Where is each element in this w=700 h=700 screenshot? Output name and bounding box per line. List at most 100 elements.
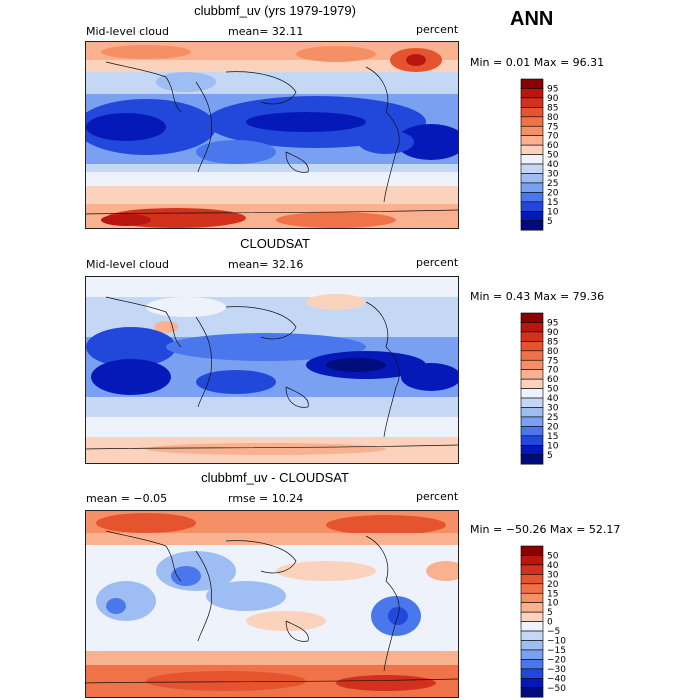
colorbar-tick-label: 5: [547, 451, 553, 461]
colorbar-swatch: [520, 659, 544, 670]
colorbar-swatch: [520, 369, 544, 380]
colorbar-swatch: [520, 407, 544, 418]
colorbar-tick-label: 70: [547, 366, 559, 376]
season-label: ANN: [510, 8, 554, 30]
colorbar-swatch: [520, 640, 544, 651]
colorbar-swatch: [520, 574, 544, 585]
colorbar-tick-label: −50: [547, 684, 566, 694]
colorbar-tick-label: 25: [547, 413, 558, 423]
panel2-variable-label: Mid-level cloud: [86, 258, 169, 271]
colorbar-tick-label: 95: [547, 318, 558, 328]
panel2-title: CLOUDSAT: [240, 236, 310, 251]
panel2-colorbar: 95 90 85 80 75 70 60 50 40 30 25 20 15 10 5: [520, 312, 591, 466]
colorbar-swatch: [520, 97, 544, 108]
colorbar-tick-label: 50: [547, 385, 559, 395]
colorbar-tick-label: 85: [547, 103, 558, 113]
colorbar-tick-label: −15: [547, 646, 566, 656]
colorbar-tick-label: 90: [547, 328, 559, 338]
panel3-colorbar: 50 40 30 20 15 10 5 0 −5 −10 −15 −20 −30 −40 −50: [520, 545, 591, 699]
colorbar-tick-label: 40: [547, 160, 559, 170]
colorbar-tick-label: 70: [547, 132, 559, 142]
colorbar-tick-label: 40: [547, 394, 559, 404]
colorbar-swatch: [520, 416, 544, 427]
colorbar-tick-label: −20: [547, 655, 566, 665]
colorbar-swatch: [520, 564, 544, 575]
colorbar-tick-label: 20: [547, 188, 559, 198]
colorbar-swatch: [520, 220, 544, 231]
panel3-mean-label: mean = −0.05: [86, 492, 168, 505]
panel3-units-label: percent: [416, 490, 459, 503]
colorbar-swatch: [520, 435, 544, 446]
colorbar-tick-label: 40: [547, 561, 559, 571]
colorbar-swatch: [520, 182, 544, 193]
colorbar-tick-label: 15: [547, 198, 558, 208]
colorbar-swatch: [520, 88, 544, 99]
colorbar-tick-label: −40: [547, 674, 566, 684]
colorbar-tick-label: 60: [547, 375, 559, 385]
colorbar-tick-label: −10: [547, 637, 566, 647]
colorbar-swatch: [520, 341, 544, 352]
panel1-map: [85, 41, 459, 229]
colorbar-swatch: [520, 397, 544, 408]
colorbar-tick-label: 50: [547, 551, 559, 561]
colorbar-swatch: [520, 173, 544, 184]
colorbar-tick-label: 0: [547, 618, 553, 628]
panel2-map: [85, 276, 459, 464]
panel3-minmax: Min = −50.26 Max = 52.17: [470, 523, 621, 536]
colorbar-swatch: [520, 592, 544, 603]
panel1-colorbar: 95 90 85 80 75 70 60 50 40 30 25 20 15 10 5: [520, 78, 591, 232]
panel1-units-label: percent: [416, 23, 459, 36]
colorbar-swatch: [520, 630, 544, 641]
colorbar-swatch: [520, 154, 544, 165]
colorbar-swatch: [520, 322, 544, 333]
colorbar-swatch: [520, 678, 544, 689]
colorbar-swatch: [520, 649, 544, 660]
panel3-title: clubbmf_uv - CLOUDSAT: [201, 470, 349, 485]
panel1-title: clubbmf_uv (yrs 1979-1979): [194, 3, 356, 18]
colorbar-swatch: [520, 350, 544, 361]
panel2-minmax: Min = 0.43 Max = 79.36: [470, 290, 605, 303]
colorbar-swatch: [520, 602, 544, 613]
colorbar-tick-label: 10: [547, 207, 559, 217]
colorbar-tick-label: 90: [547, 94, 559, 104]
colorbar-tick-label: 80: [547, 113, 559, 123]
colorbar-tick-label: 75: [547, 356, 558, 366]
colorbar-swatch: [520, 125, 544, 136]
colorbar-tick-label: 5: [547, 608, 553, 618]
colorbar-tick-label: 25: [547, 179, 558, 189]
colorbar-tick-label: 15: [547, 432, 558, 442]
panel3-map: [85, 510, 459, 698]
colorbar-swatch: [520, 359, 544, 370]
panel3-field: [86, 511, 458, 697]
colorbar-swatch: [520, 107, 544, 118]
colorbar-swatch: [520, 687, 544, 698]
colorbar-tick-label: 50: [547, 151, 559, 161]
colorbar-tick-label: 20: [547, 580, 559, 590]
colorbar-tick-label: 75: [547, 122, 558, 132]
colorbar-tick-label: 10: [547, 599, 559, 609]
colorbar-swatch: [520, 426, 544, 437]
colorbar-swatch: [520, 378, 544, 389]
panel1-minmax: Min = 0.01 Max = 96.31: [470, 56, 605, 69]
colorbar-tick-label: −30: [547, 665, 566, 675]
colorbar-swatch: [520, 545, 544, 556]
colorbar-swatch: [520, 163, 544, 174]
colorbar-tick-label: 30: [547, 570, 559, 580]
panel2-field: [86, 277, 458, 463]
colorbar-tick-label: 80: [547, 347, 559, 357]
colorbar-swatch: [520, 116, 544, 127]
colorbar-tick-label: 15: [547, 589, 558, 599]
colorbar-swatch: [520, 621, 544, 632]
colorbar-tick-label: 60: [547, 141, 559, 151]
colorbar-swatch: [520, 555, 544, 566]
colorbar-swatch: [520, 611, 544, 622]
colorbar-tick-label: 20: [547, 422, 559, 432]
colorbar-swatch: [520, 668, 544, 679]
colorbar-tick-label: 30: [547, 170, 559, 180]
colorbar-swatch: [520, 445, 544, 456]
panel3-rmse-label: rmse = 10.24: [228, 492, 304, 505]
colorbar-swatch: [520, 192, 544, 203]
